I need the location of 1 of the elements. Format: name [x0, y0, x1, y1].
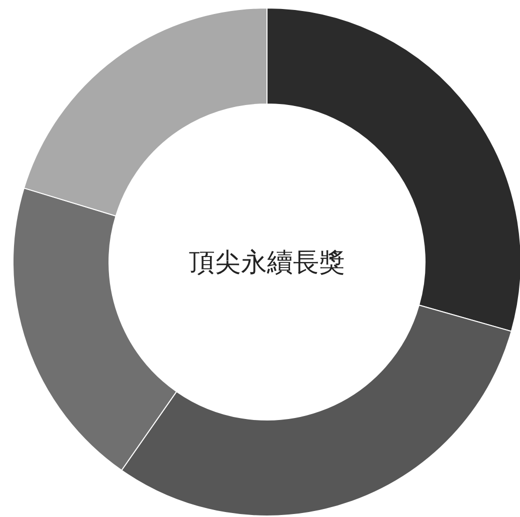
text: 頂尖永續長獎 [189, 248, 345, 278]
